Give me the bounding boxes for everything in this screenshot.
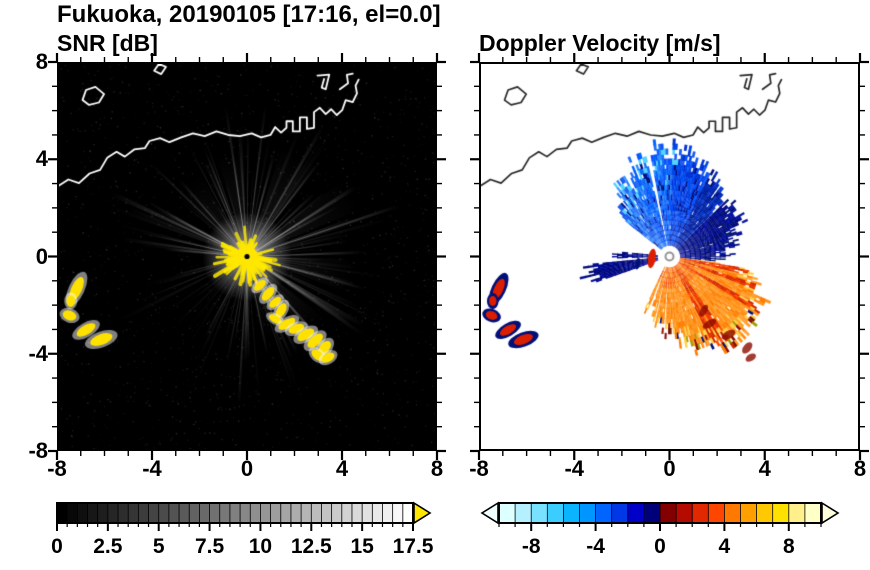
doppler-radar-image [481, 64, 858, 449]
snr-x-tick-label: 8 [430, 456, 444, 481]
snr-panel-title: SNR [dB] [57, 30, 158, 56]
snr-colorbar-tick-label: 0 [51, 535, 63, 558]
snr-x-tick-label: 0 [240, 456, 254, 481]
snr-colorbar-tick-label: 12.5 [290, 535, 332, 558]
doppler-colorbar-tick-label: -8 [521, 535, 541, 558]
snr-colorbar-tick-label: 17.5 [392, 535, 434, 558]
doppler-x-tick-label: 4 [758, 456, 771, 481]
snr-colorbar-tick-label: 2.5 [93, 535, 123, 558]
y-tick-label: -8 [28, 438, 48, 463]
doppler-x-tick-label: 0 [663, 456, 676, 481]
snr-colorbar-tick-label: 10 [248, 535, 273, 558]
snr-colorbar-tick-label: 15 [350, 535, 374, 558]
y-tick-label: -4 [28, 340, 48, 366]
doppler-panel-title: Doppler Velocity [m/s] [479, 30, 721, 56]
y-tick-label: 4 [35, 146, 48, 172]
snr-plot-frame [57, 62, 437, 451]
snr-colorbar-tick-label: 5 [152, 535, 165, 558]
snr-x-tick-label: -8 [47, 456, 67, 481]
doppler-plot-frame [479, 62, 860, 451]
doppler-x-tick-label: 8 [853, 456, 867, 481]
doppler-colorbar-tick-label: -4 [586, 535, 605, 558]
y-tick-label: 0 [35, 243, 48, 269]
doppler-colorbar-tick-label: 0 [654, 535, 666, 558]
snr-colorbar-tick-label: 7.5 [194, 535, 225, 558]
snr-radar-image [59, 64, 435, 449]
doppler-x-tick-label: -8 [469, 456, 489, 481]
figure-title: Fukuoka, 20190105 [17:16, el=0.0] [57, 1, 441, 28]
doppler-colorbar-tick-label: 4 [718, 535, 731, 558]
doppler-colorbar-tick-label: 8 [782, 535, 795, 558]
snr-x-tick-label: 4 [335, 456, 349, 481]
doppler-x-tick-label: -4 [564, 456, 585, 481]
snr-x-tick-label: -4 [142, 456, 162, 481]
y-tick-label: 8 [35, 49, 48, 74]
